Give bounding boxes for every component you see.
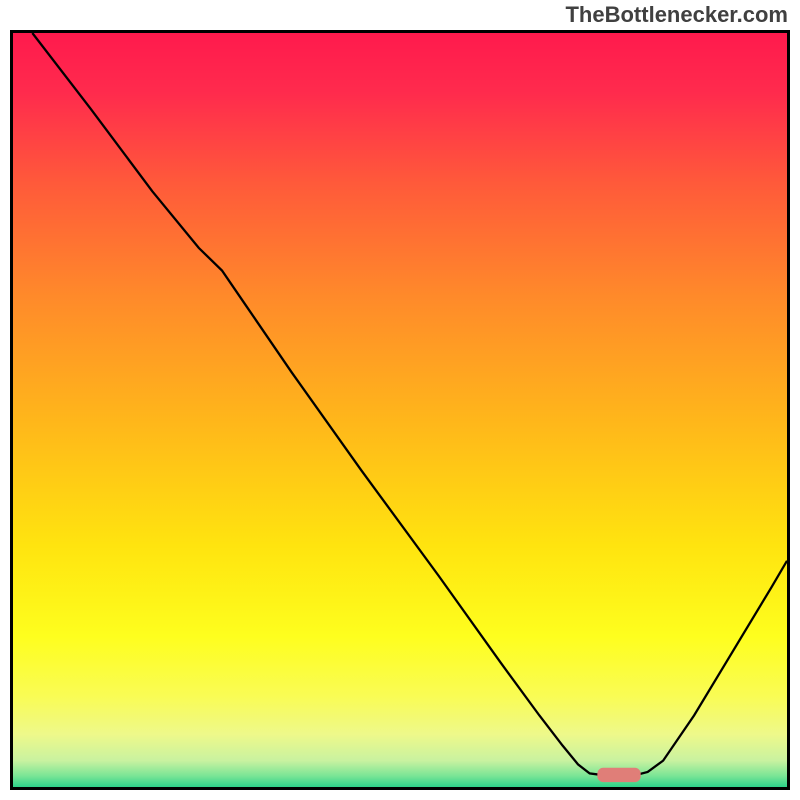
plot-svg — [13, 33, 787, 787]
watermark-text: TheBottlenecker.com — [565, 2, 788, 28]
optimal-range-marker — [597, 768, 640, 782]
plot-background — [13, 33, 787, 787]
chart-container: TheBottlenecker.com — [0, 0, 800, 800]
plot-frame — [10, 30, 790, 790]
